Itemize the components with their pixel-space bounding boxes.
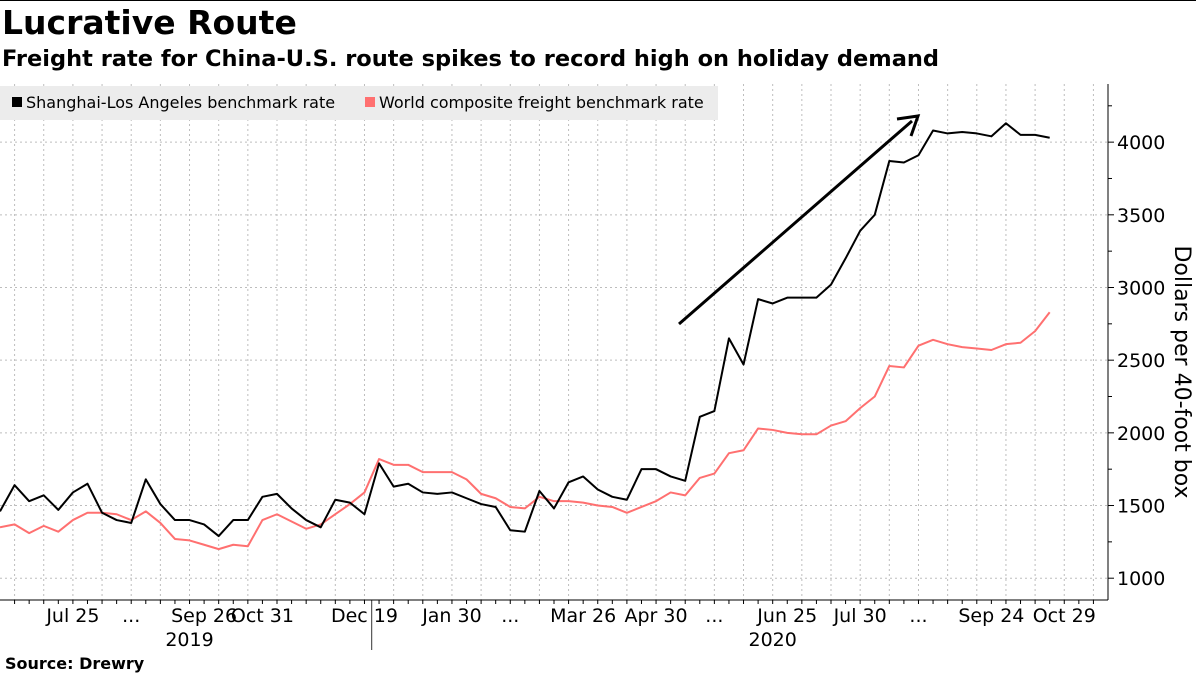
x-tick-label: ... [705,605,723,627]
y-tick-label: 3000 [1117,277,1165,299]
year-label: 2020 [749,629,797,651]
axes [0,84,1109,650]
y-tick-label: 2000 [1117,423,1165,445]
x-tick-label: Jan 30 [421,605,482,627]
y-tick-labels: 1000 1500 2000 2500 3000 3500 4000 [1108,105,1165,590]
series-lines [0,122,1051,551]
y-tick-label: 2500 [1117,350,1165,372]
y-tick-label: 1000 [1117,568,1165,590]
trend-arrow [678,114,921,326]
y-tick-label: 3500 [1117,205,1165,227]
x-tick-label: Jun 25 [756,605,817,627]
y-tick-label: 4000 [1117,132,1165,154]
source-note: Source: Drewry [5,654,145,673]
x-tick-label: Oct 31 [231,605,294,627]
x-tick-label: ... [122,605,140,627]
y-axis-label: Dollars per 40-foot box [1169,245,1194,498]
x-tick-label: Mar 26 [550,605,616,627]
x-tick-label: Sep 26 [171,605,237,627]
series-line [0,122,1050,538]
x-tick-label: Jul 25 [45,605,99,627]
legend-label: World composite freight benchmark rate [379,93,704,112]
year-label: 2019 [165,629,213,651]
x-tick-label: Sep 24 [958,605,1024,627]
x-tick-label: ... [909,605,927,627]
arrow-head [896,114,921,137]
chart-subtitle: Freight rate for China-U.S. route spikes… [2,46,940,72]
x-tick-label: Oct 29 [1033,605,1096,627]
chart-title: Lucrative Route [2,3,297,42]
legend-swatch [365,97,375,107]
legend-swatch [12,97,22,107]
arrow-shaft [678,119,913,326]
x-tick-label: Apr 30 [625,605,688,627]
y-tick-label: 1500 [1117,496,1165,518]
x-tick-label: ... [501,605,519,627]
x-tick-label: Jul 30 [833,605,887,627]
x-tick-label: Dec 19 [331,605,398,627]
legend-background [0,86,718,120]
grid-lines [0,84,1108,600]
top-rule [0,0,1196,1]
series-line [0,311,1051,551]
legend: Shanghai-Los Angeles benchmark rate World… [12,93,704,112]
legend-label: Shanghai-Los Angeles benchmark rate [26,93,335,112]
